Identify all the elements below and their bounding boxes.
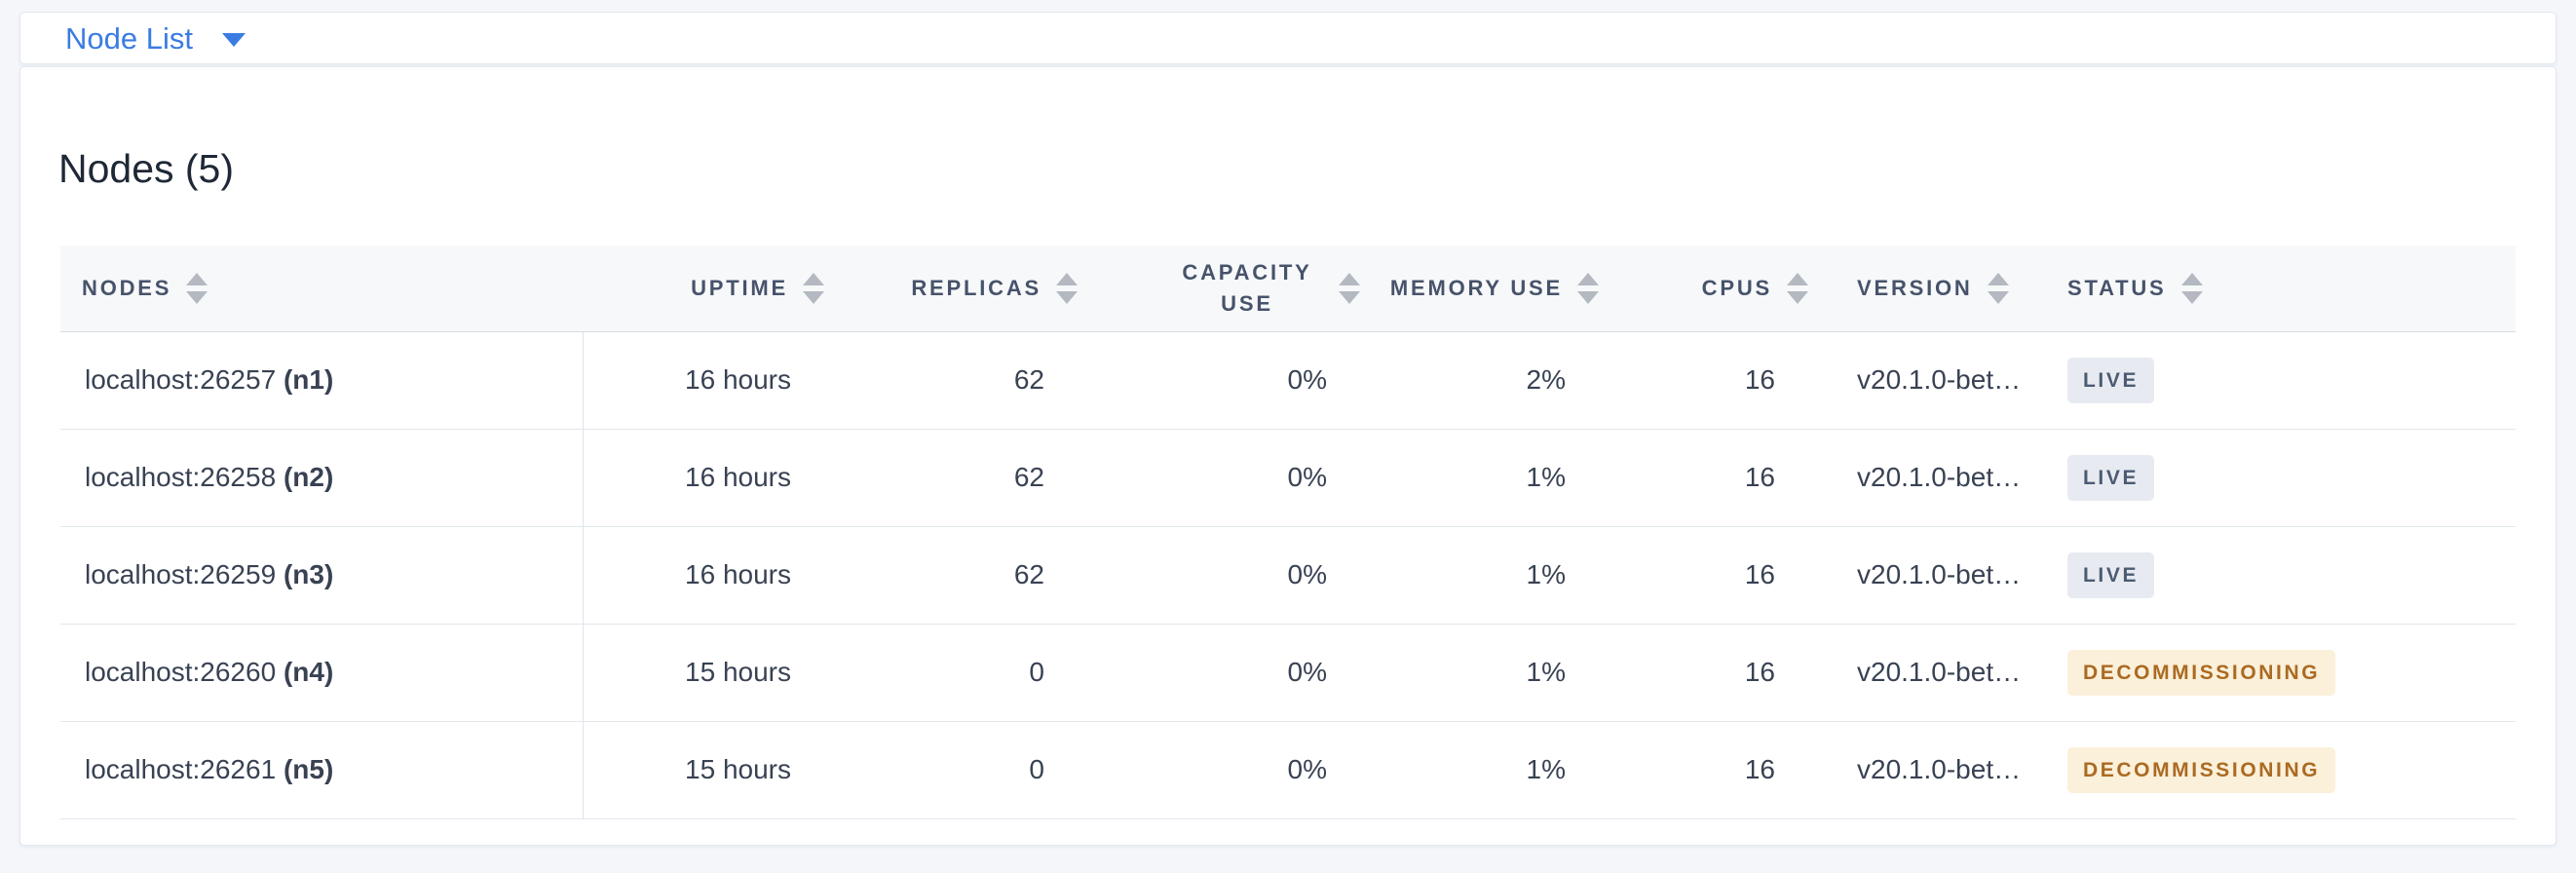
- cpus-cell: 16: [1612, 624, 1822, 722]
- column-header-capacity-use[interactable]: Capacity Use: [1091, 246, 1374, 332]
- uptime-cell: 16 hours: [583, 429, 838, 527]
- uptime-cell: 15 hours: [583, 624, 838, 722]
- node-id: (n1): [283, 364, 334, 396]
- memory-use-cell: 1%: [1374, 624, 1612, 722]
- table-row[interactable]: localhost:26261 (n5) 15 hours 0 0% 1% 16…: [60, 721, 2516, 819]
- column-header-cpus[interactable]: CPUs: [1612, 246, 1822, 332]
- replicas-cell: 62: [838, 526, 1091, 625]
- version-cell: v20.1.0-bet…: [1822, 526, 2046, 625]
- caret-down-icon: [221, 32, 246, 47]
- sort-icon: [1339, 272, 1360, 304]
- sort-icon: [1787, 272, 1808, 304]
- table-row[interactable]: localhost:26257 (n1) 16 hours 62 0% 2% 1…: [60, 331, 2516, 430]
- status-badge: LIVE: [2067, 357, 2155, 403]
- replicas-cell: 0: [838, 721, 1091, 819]
- column-header-status[interactable]: Status: [2046, 246, 2516, 332]
- sort-icon: [1056, 272, 1078, 304]
- node-list-dropdown-label: Node List: [65, 20, 193, 56]
- node-id: (n3): [283, 559, 334, 590]
- table-header: Nodes Uptime Replicas: [60, 246, 2516, 332]
- table-row[interactable]: localhost:26258 (n2) 16 hours 62 0% 1% 1…: [60, 429, 2516, 527]
- version-cell: v20.1.0-bet…: [1822, 624, 2046, 722]
- column-header-replicas[interactable]: Replicas: [838, 246, 1091, 332]
- nodes-table: Nodes Uptime Replicas: [60, 246, 2516, 819]
- memory-use-cell: 2%: [1374, 331, 1612, 430]
- status-badge: DECOMMISSIONING: [2067, 746, 2336, 793]
- node-id: (n5): [283, 754, 334, 785]
- sort-icon: [186, 272, 208, 304]
- capacity-use-cell: 0%: [1091, 624, 1374, 722]
- replicas-cell: 62: [838, 331, 1091, 430]
- capacity-use-cell: 0%: [1091, 429, 1374, 527]
- node-list-dropdown[interactable]: Node List: [65, 23, 246, 54]
- table-row[interactable]: localhost:26260 (n4) 15 hours 0 0% 1% 16…: [60, 624, 2516, 722]
- memory-use-cell: 1%: [1374, 526, 1612, 625]
- sort-icon: [1577, 272, 1599, 304]
- status-cell: DECOMMISSIONING: [2046, 624, 2516, 722]
- status-cell: LIVE: [2046, 331, 2516, 430]
- replicas-cell: 0: [838, 624, 1091, 722]
- node-address-cell: localhost:26259 (n3): [60, 526, 584, 625]
- page-title: Nodes (5): [58, 146, 235, 191]
- sort-icon: [1987, 272, 2009, 304]
- capacity-use-cell: 0%: [1091, 331, 1374, 430]
- uptime-cell: 15 hours: [583, 721, 838, 819]
- node-id: (n4): [283, 657, 334, 688]
- uptime-cell: 16 hours: [583, 331, 838, 430]
- replicas-cell: 62: [838, 429, 1091, 527]
- sort-icon: [803, 272, 824, 304]
- status-cell: DECOMMISSIONING: [2046, 721, 2516, 819]
- capacity-use-cell: 0%: [1091, 721, 1374, 819]
- sort-icon: [2180, 272, 2203, 304]
- node-address-cell: localhost:26260 (n4): [60, 624, 584, 722]
- table-body: localhost:26257 (n1) 16 hours 62 0% 2% 1…: [60, 331, 2516, 819]
- column-header-memory-use[interactable]: Memory Use: [1374, 246, 1612, 332]
- capacity-use-cell: 0%: [1091, 526, 1374, 625]
- version-cell: v20.1.0-bet…: [1822, 429, 2046, 527]
- cpus-cell: 16: [1612, 331, 1822, 430]
- column-header-version[interactable]: Version: [1822, 246, 2046, 332]
- node-address-cell: localhost:26258 (n2): [60, 429, 584, 527]
- table-row[interactable]: localhost:26259 (n3) 16 hours 62 0% 1% 1…: [60, 526, 2516, 625]
- version-cell: v20.1.0-bet…: [1822, 331, 2046, 430]
- cpus-cell: 16: [1612, 526, 1822, 625]
- column-header-nodes[interactable]: Nodes: [60, 246, 583, 332]
- status-cell: LIVE: [2046, 526, 2516, 625]
- version-cell: v20.1.0-bet…: [1822, 721, 2046, 819]
- memory-use-cell: 1%: [1374, 429, 1612, 527]
- node-id: (n2): [283, 462, 334, 493]
- cpus-cell: 16: [1612, 721, 1822, 819]
- memory-use-cell: 1%: [1374, 721, 1612, 819]
- nodes-card: Nodes (5) Nodes Uptime: [19, 66, 2557, 846]
- status-cell: LIVE: [2046, 429, 2516, 527]
- node-address-cell: localhost:26261 (n5): [60, 721, 584, 819]
- node-address-cell: localhost:26257 (n1): [60, 331, 584, 430]
- view-selector-bar: Node List: [19, 12, 2557, 64]
- cpus-cell: 16: [1612, 429, 1822, 527]
- status-badge: LIVE: [2067, 551, 2155, 598]
- status-badge: DECOMMISSIONING: [2067, 649, 2336, 696]
- uptime-cell: 16 hours: [583, 526, 838, 625]
- status-badge: LIVE: [2067, 454, 2155, 501]
- column-header-uptime[interactable]: Uptime: [583, 246, 838, 332]
